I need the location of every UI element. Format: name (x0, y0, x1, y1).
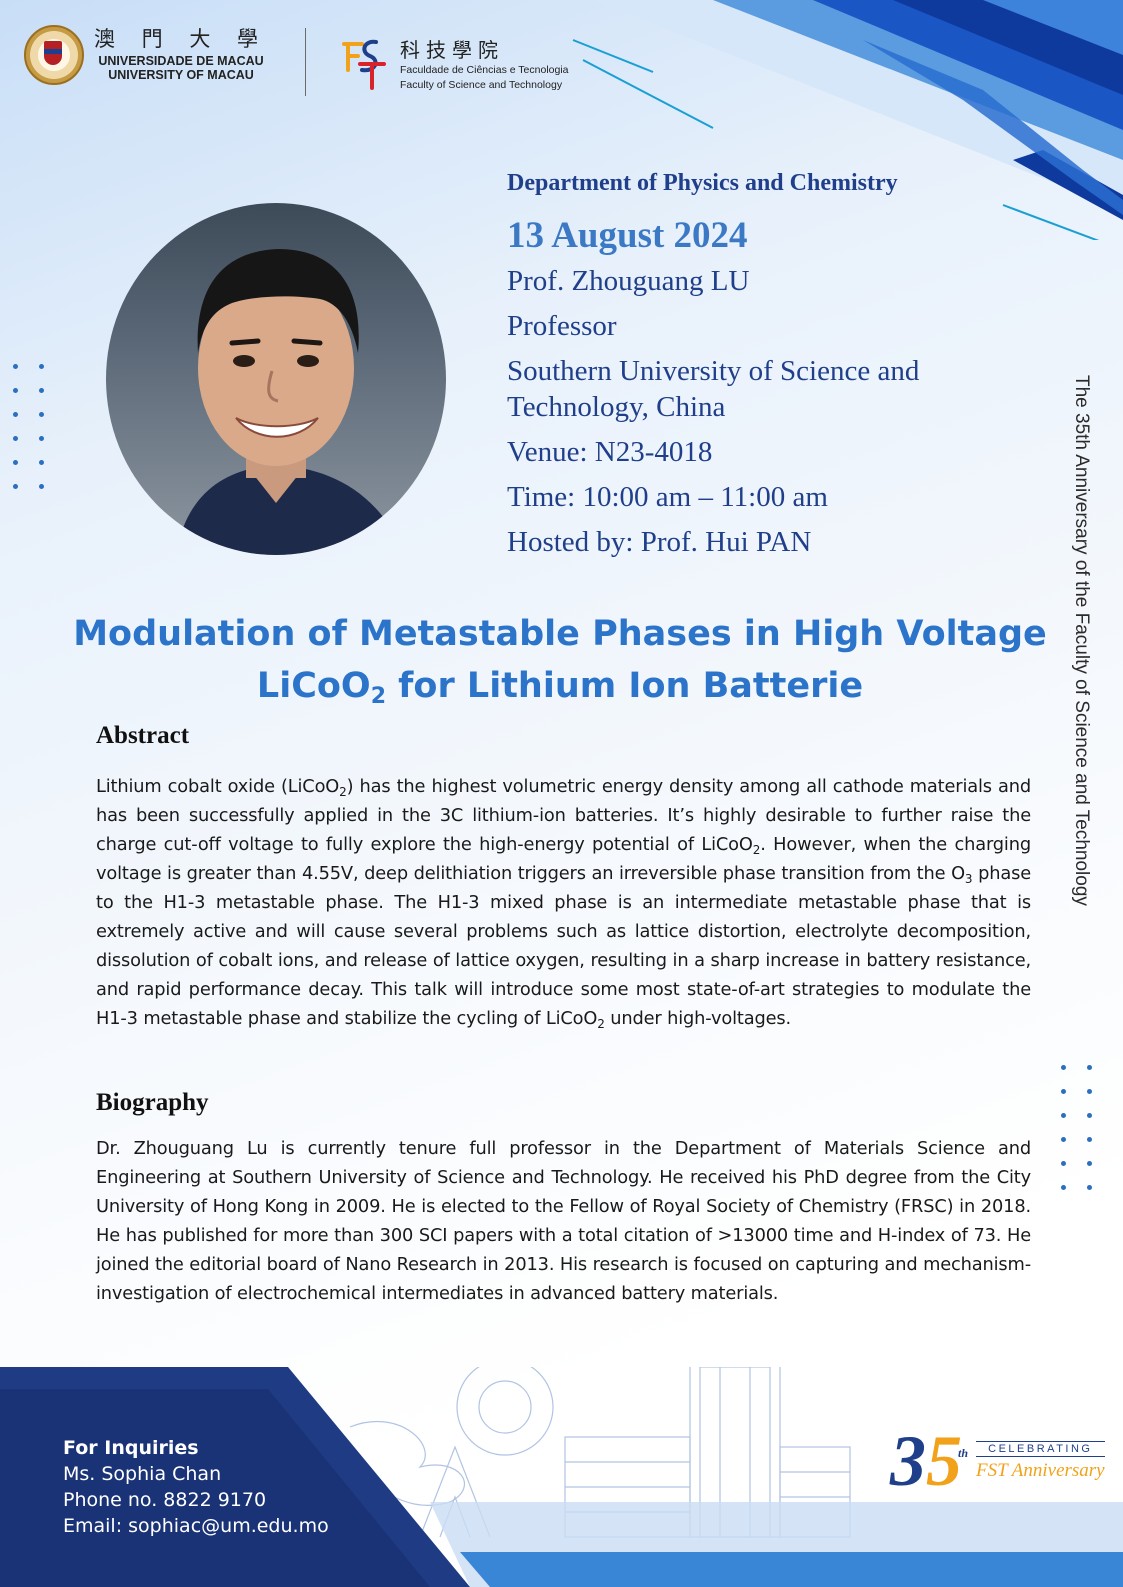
um-portuguese-name: UNIVERSIDADE DE MACAU (98, 54, 264, 69)
badge-number: 35th (890, 1421, 969, 1501)
host: Hosted by: Prof. Hui PAN (507, 526, 812, 558)
fst-portuguese-name: Faculdade de Ciências e Tecnologia (400, 64, 569, 76)
biography-text: Dr. Zhouguang Lu is currently tenure ful… (96, 1138, 1031, 1304)
event-details: Department of Physics and Chemistry 13 A… (507, 170, 987, 560)
contact-name: Ms. Sophia Chan (63, 1463, 222, 1485)
fst-mark-icon (342, 39, 386, 90)
department-name: Department of Physics and Chemistry (507, 170, 898, 196)
fst-english-name: Faculty of Science and Technology (400, 79, 563, 92)
speaker-name: Prof. Zhouguang LU (507, 265, 750, 297)
badge-celebrating: CELEBRATING (976, 1440, 1105, 1457)
inquiries-heading: For Inquiries (63, 1437, 199, 1459)
university-of-macau-logo: 澳 門 大 學 UNIVERSIDADE DE MACAU UNIVERSITY… (24, 25, 268, 85)
time: Time: 10:00 am – 11:00 am (507, 481, 828, 513)
event-date: 13 August 2024 (507, 215, 748, 256)
header-divider (305, 28, 306, 96)
anniversary-side-text: The 35th Anniversary of the Faculty of S… (1071, 375, 1092, 906)
um-seal-icon (24, 25, 84, 85)
fst-chinese-name: 科技學院 (400, 38, 504, 62)
dot-pattern-right (1061, 1065, 1093, 1190)
affiliation-line-2: Technology, China (507, 391, 726, 423)
contact-phone: Phone no. 8822 9170 (63, 1489, 267, 1511)
fst-logo: 科技學院 Faculdade de Ciências e Tecnologia … (340, 34, 569, 93)
anniversary-badge: 35th CELEBRATING FST Anniversary (890, 1425, 1105, 1497)
biography-heading: Biography (96, 1089, 209, 1116)
um-english-name: UNIVERSITY OF MACAU (108, 67, 254, 82)
affiliation-line-1: Southern University of Science and (507, 355, 920, 387)
dot-pattern-left (13, 364, 45, 489)
speaker-portrait (106, 203, 446, 555)
talk-title-line-2: LiCoO2 for Lithium Ion Batterie (256, 666, 864, 709)
venue: Venue: N23-4018 (507, 436, 713, 468)
abstract-heading: Abstract (96, 722, 190, 749)
speaker-position: Professor (507, 310, 617, 342)
abstract-text: Lithium cobalt oxide (LiCoO2) has the hi… (96, 776, 1031, 1031)
talk-title: Modulation of Metastable Phases in High … (60, 608, 1060, 723)
inquiries-block: For Inquiries Ms. Sophia Chan Phone no. … (63, 1435, 329, 1539)
badge-anniversary: FST Anniversary (976, 1459, 1105, 1481)
um-chinese-name: 澳 門 大 學 (94, 27, 269, 52)
talk-title-line-1: Modulation of Metastable Phases in High … (73, 614, 1047, 654)
contact-email[interactable]: Email: sophiac@um.edu.mo (63, 1515, 329, 1537)
